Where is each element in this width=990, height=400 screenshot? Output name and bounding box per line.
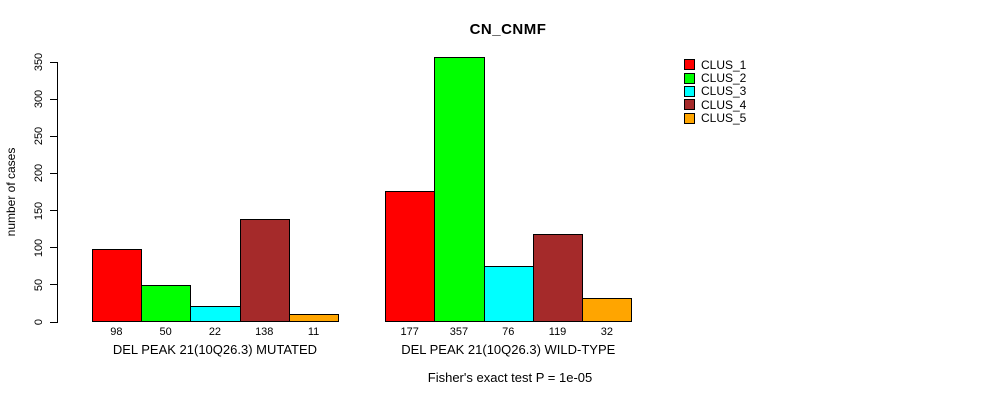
bar-value-label: 32 bbox=[600, 326, 613, 338]
y-axis-tick-label: 150 bbox=[33, 201, 45, 220]
y-axis-tick bbox=[50, 61, 57, 63]
bar-clus_1-group2 bbox=[385, 190, 436, 322]
legend-label: CLUS_3 bbox=[701, 84, 747, 99]
bar-value-label: 138 bbox=[255, 326, 274, 338]
category-label-group1: DEL PEAK 21(10Q26.3) MUTATED bbox=[112, 342, 318, 357]
bar-value-label: 98 bbox=[110, 326, 123, 338]
legend-label: CLUS_1 bbox=[701, 57, 747, 72]
y-axis-tick bbox=[50, 98, 57, 100]
legend-item-clus_4: CLUS_4 bbox=[684, 97, 747, 112]
legend-item-clus_2: CLUS_2 bbox=[684, 71, 747, 86]
bar-clus_5-group2 bbox=[582, 298, 633, 322]
bar-value-label: 76 bbox=[502, 326, 515, 338]
bar-clus_1-group1 bbox=[91, 249, 142, 322]
y-axis-tick-label: 0 bbox=[33, 318, 45, 326]
y-axis-tick-label: 300 bbox=[33, 89, 45, 109]
y-axis-tick bbox=[50, 210, 57, 212]
bar-clus_4-group1 bbox=[239, 219, 290, 322]
legend-swatch-clus_5 bbox=[684, 112, 695, 124]
bar-value-label: 50 bbox=[159, 326, 172, 338]
bar-clus_3-group1 bbox=[190, 305, 241, 322]
y-axis-tick-label: 350 bbox=[33, 52, 45, 72]
y-axis-tick bbox=[50, 135, 57, 137]
bar-clus_2-group1 bbox=[141, 284, 192, 322]
legend-swatch-clus_1 bbox=[684, 59, 695, 71]
y-axis-label: number of cases bbox=[4, 147, 18, 237]
fisher-test-caption: Fisher's exact test P = 1e-05 bbox=[427, 370, 593, 385]
legend: CLUS_1 CLUS_2 CLUS_3 CLUS_4 CLUS_5 bbox=[684, 58, 746, 125]
y-axis-tick bbox=[50, 247, 57, 249]
legend-swatch-clus_3 bbox=[684, 85, 695, 97]
bar-value-label: 119 bbox=[548, 326, 567, 338]
legend-swatch-clus_4 bbox=[684, 99, 695, 111]
legend-item-clus_5: CLUS_5 bbox=[684, 111, 747, 126]
bar-value-label: 357 bbox=[449, 326, 469, 338]
y-axis-tick-label: 200 bbox=[33, 164, 45, 183]
y-axis-tick-label: 50 bbox=[33, 278, 45, 291]
bar-clus_4-group2 bbox=[532, 233, 584, 322]
category-label-group2: DEL PEAK 21(10Q26.3) WILD-TYPE bbox=[401, 342, 616, 357]
legend-label: CLUS_5 bbox=[701, 111, 747, 126]
bar-clus_2-group2 bbox=[434, 56, 485, 322]
legend-label: CLUS_2 bbox=[701, 71, 747, 86]
legend-label: CLUS_4 bbox=[701, 97, 747, 112]
y-axis-tick-label: 250 bbox=[33, 127, 45, 146]
bar-value-label: 11 bbox=[307, 326, 320, 338]
legend-item-clus_3: CLUS_3 bbox=[684, 84, 747, 99]
y-axis-tick bbox=[50, 284, 57, 286]
legend-item-clus_1: CLUS_1 bbox=[684, 57, 747, 72]
y-axis-tick bbox=[50, 321, 57, 323]
y-axis-tick-label: 100 bbox=[33, 238, 45, 257]
y-axis-line bbox=[57, 62, 58, 323]
bar-value-label: 22 bbox=[208, 326, 222, 338]
chart-title: CN_CNMF bbox=[469, 21, 547, 38]
bar-value-label: 177 bbox=[400, 326, 419, 338]
legend-swatch-clus_2 bbox=[684, 72, 695, 84]
y-axis-tick bbox=[50, 172, 57, 174]
bar-clus_3-group2 bbox=[483, 265, 534, 322]
bar-clus_5-group1 bbox=[288, 313, 340, 322]
